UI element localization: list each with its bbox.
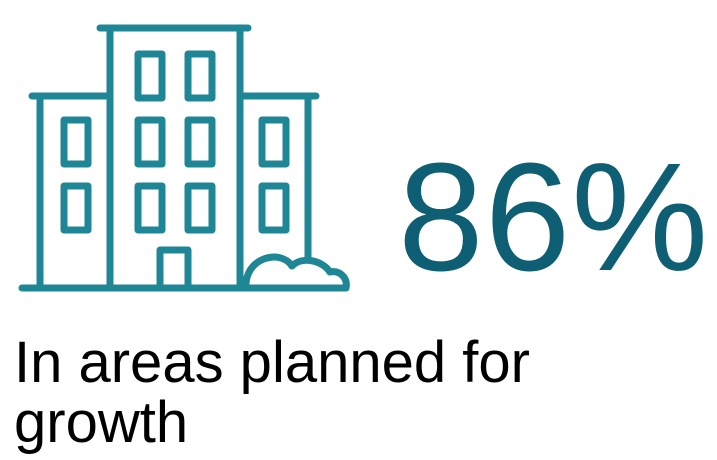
stat-value: 86% [398, 131, 710, 303]
stat-caption: In areas planned for growth [14, 330, 530, 455]
building-icon [18, 24, 350, 292]
stat-graphic: 86% [18, 24, 710, 303]
